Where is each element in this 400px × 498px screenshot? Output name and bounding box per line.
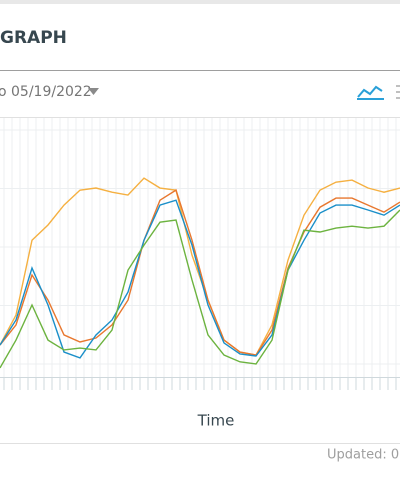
x-axis-title: Time [197, 412, 235, 430]
date-range[interactable]: o 05/19/2022 [0, 84, 92, 100]
dropdown-arrow[interactable] [88, 88, 99, 95]
series-line [0, 189, 400, 356]
plot [0, 129, 400, 369]
table-icon[interactable] [396, 85, 400, 99]
panel-title: GRAPH [0, 28, 67, 48]
top-strip [0, 0, 400, 4]
x-ticks [0, 378, 400, 390]
updated-text: Updated: 0 [327, 448, 399, 463]
series-line [0, 199, 400, 359]
vertical-grid [0, 118, 400, 378]
series-line [0, 209, 400, 369]
line-chart-icon[interactable] [357, 85, 384, 100]
